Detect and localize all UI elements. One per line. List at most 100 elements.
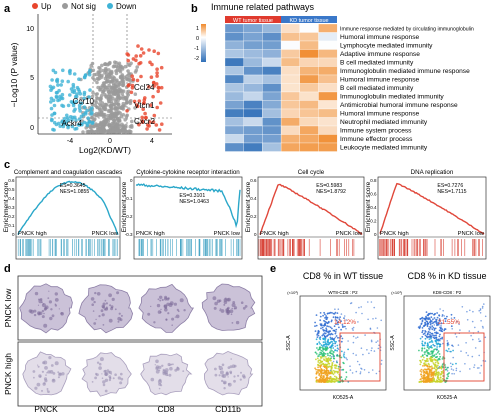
- ihc-stain-spot: [167, 374, 169, 377]
- volcano-point: [118, 69, 123, 74]
- flow-event: [452, 349, 454, 352]
- heatmap-cell: [299, 83, 319, 93]
- flow-event: [432, 372, 435, 374]
- heatmap-cell: [280, 83, 300, 93]
- gsea-frame: [133, 176, 243, 260]
- flow-event: [361, 312, 363, 315]
- pathway-label: Immune effector process: [340, 136, 413, 143]
- pathway-label: Neutrophil mediated immunity: [340, 119, 428, 126]
- flow-event: [320, 368, 323, 370]
- ihc-stain-spot: [98, 366, 102, 370]
- volcano-point: [98, 69, 102, 74]
- flow-event: [427, 374, 430, 377]
- flow-event: [437, 374, 440, 377]
- flow-event: [437, 371, 440, 373]
- flow-event: [329, 338, 332, 340]
- flow-event: [317, 371, 319, 374]
- heatmap-cell: [299, 125, 319, 135]
- flow-event: [478, 367, 480, 369]
- flow-event: [424, 376, 427, 379]
- flow-event: [466, 319, 469, 321]
- flow-event: [323, 369, 326, 371]
- flow-event: [342, 325, 344, 328]
- ihc-stain-spot: [100, 309, 104, 313]
- heatmap-cell: [224, 49, 244, 59]
- flow-event: [433, 329, 436, 331]
- ihc-stain-spot: [212, 296, 217, 301]
- pathway-label: Immune response mediated by circulating …: [340, 26, 474, 32]
- volcano-point: [111, 83, 116, 88]
- flow-event: [319, 323, 322, 325]
- ihc-stain-spot: [240, 301, 244, 305]
- volcano-point: [103, 62, 107, 66]
- flow-subtitle: KD8-CD8 : P2: [433, 290, 462, 295]
- flow-event: [326, 376, 328, 379]
- gsea-ytick: 0.4: [250, 196, 257, 201]
- ihc-stain-spot: [231, 322, 234, 324]
- heatmap-cell: [280, 117, 300, 127]
- volcano-point: [111, 64, 116, 69]
- flow-event: [427, 378, 430, 381]
- heatmap-cell: [224, 100, 244, 110]
- flow-event: [424, 341, 426, 344]
- flow-event: [355, 337, 357, 339]
- ihc-stain-spot: [33, 313, 37, 317]
- flow-event: [430, 337, 432, 340]
- flow-event: [343, 351, 346, 354]
- flow-event: [427, 360, 429, 362]
- flow-event: [325, 367, 328, 370]
- flow-event: [329, 336, 332, 339]
- heatmap-cell: [224, 91, 244, 101]
- heatmap-title: Immune related pathways: [211, 2, 315, 12]
- flow-event: [432, 326, 435, 329]
- panel-e-letter: e: [270, 263, 276, 275]
- volcano-point: [98, 66, 102, 71]
- flow-event: [314, 325, 316, 327]
- volcano-point: [136, 44, 140, 48]
- flow-event: [331, 327, 333, 330]
- flow-event: [439, 373, 441, 375]
- flow-event: [325, 345, 328, 347]
- heatmap-cell: [299, 40, 319, 50]
- ihc-stain-spot: [42, 361, 46, 365]
- flow-event: [431, 328, 434, 331]
- ihc-stain-spot: [41, 309, 45, 313]
- gsea-ytick: 0: [254, 232, 257, 237]
- pathway-label: Immunoglobulin mediated immune response: [340, 68, 470, 75]
- volcano-point: [52, 111, 57, 116]
- flow-event: [333, 378, 336, 381]
- volcano-point: [90, 116, 94, 120]
- flow-event: [355, 370, 358, 373]
- heatmap-cell: [318, 142, 338, 152]
- volcano-point: [114, 60, 118, 65]
- heatmap-cell: [243, 32, 263, 42]
- volcano-point: [104, 95, 109, 99]
- flow-event: [441, 315, 444, 318]
- flow-event: [453, 373, 456, 375]
- flow-event: [426, 370, 428, 373]
- flow-plots: CD8 % in WT tissue WT8-CD8 : P2 (×10³) SSC-…: [286, 271, 491, 401]
- heatmap-cell: [318, 134, 338, 144]
- flow-event: [473, 366, 475, 369]
- ihc-stain-spot: [166, 297, 170, 301]
- flow-event: [426, 346, 429, 348]
- ihc-stain-spot: [168, 364, 170, 366]
- ihc-stain-spot: [150, 305, 152, 308]
- ihc-stain-spot: [47, 297, 50, 299]
- flow-event: [333, 355, 336, 357]
- ihc-stain-spot: [48, 290, 50, 292]
- ihc-stain-spot: [94, 376, 97, 380]
- volcano-point: [112, 114, 116, 118]
- ihc-stain-spot: [153, 321, 156, 324]
- flow-event: [441, 314, 444, 316]
- flow-event: [369, 328, 372, 330]
- flow-event: [315, 371, 318, 373]
- gsea-frame: [15, 176, 121, 260]
- flow-event: [439, 355, 441, 358]
- heatmap-cell: [243, 108, 263, 118]
- ihc-stain-spot: [98, 362, 102, 366]
- flow-event: [452, 345, 454, 348]
- flow-event: [322, 348, 324, 350]
- heatmap-cell: [243, 74, 263, 84]
- ihc-stain-spot: [104, 389, 108, 393]
